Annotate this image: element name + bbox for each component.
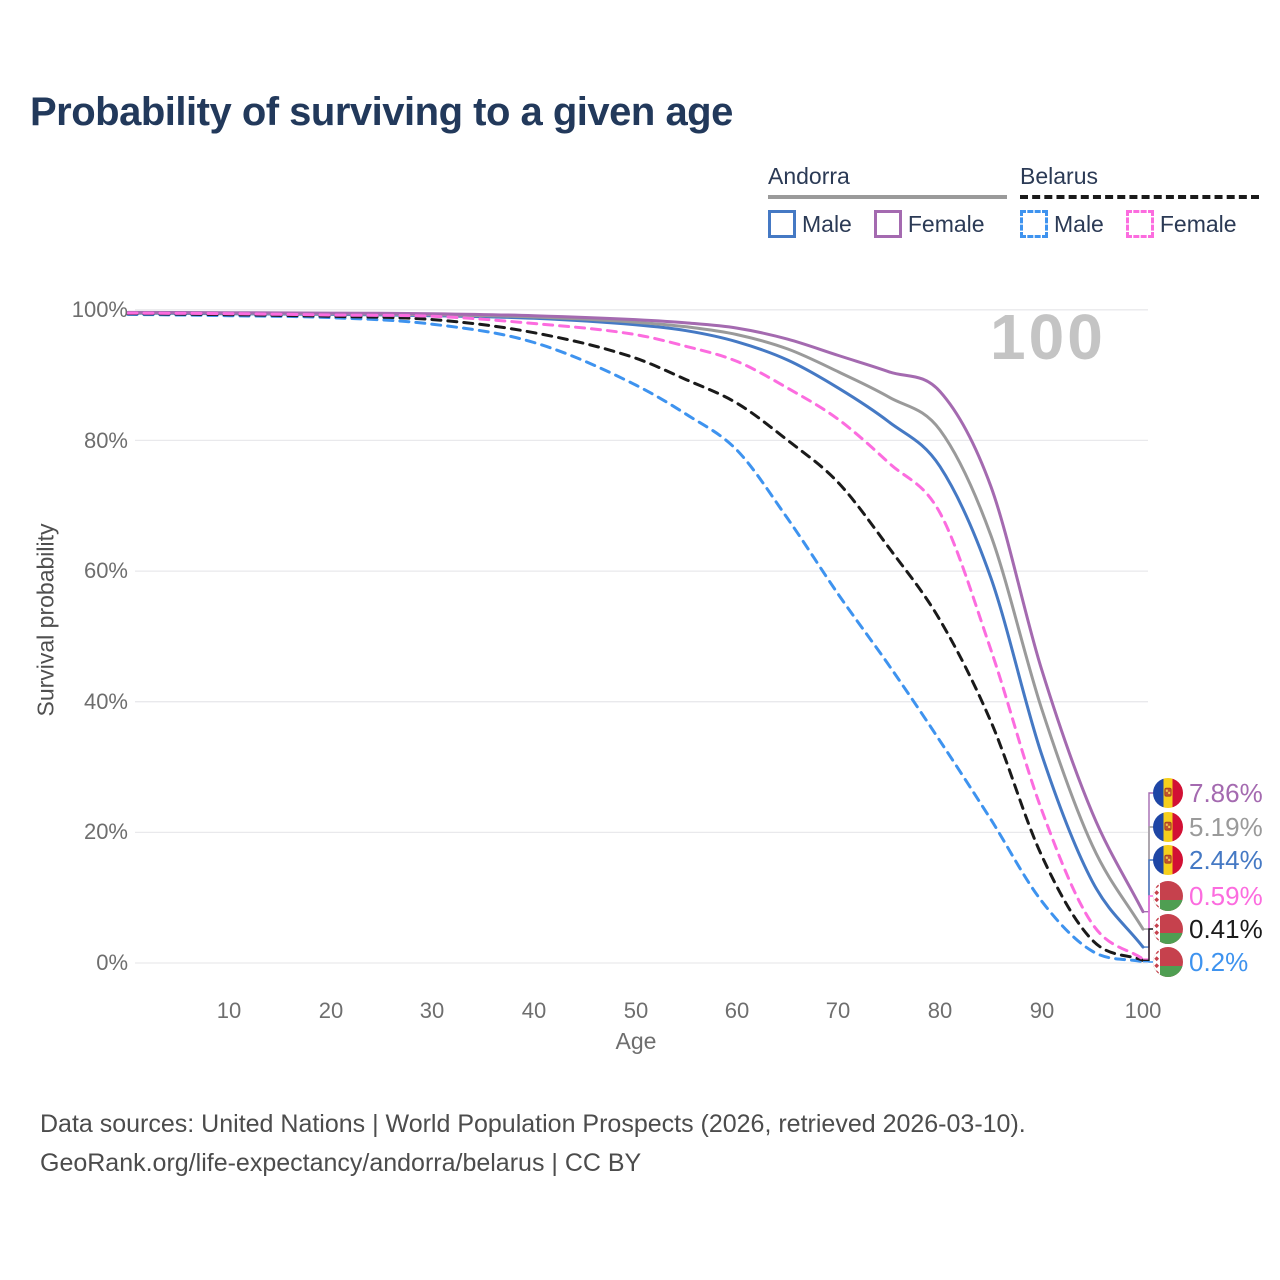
x-axis-tick-label: 100	[1124, 998, 1162, 1023]
series-line-andorra-female	[126, 310, 1145, 914]
legend-item-label: Male	[802, 210, 852, 237]
x-axis-tick-label: 60	[724, 998, 750, 1023]
legend-item-andorra-male[interactable]: Male	[768, 210, 852, 238]
legend-group-andorra: Andorra Male Female	[768, 163, 1007, 238]
data-sources-note: Data sources: United Nations | World Pop…	[40, 1110, 1026, 1138]
survival-chart-plot	[126, 309, 1154, 964]
end-label-value: 7.86%	[1189, 777, 1263, 808]
end-label-row: 7.86%	[1153, 777, 1263, 809]
x-axis-tick-label: 50	[623, 998, 649, 1023]
legend-item-belarus-female[interactable]: Female	[1125, 210, 1237, 238]
end-label-value: 0.59%	[1189, 880, 1263, 911]
end-label-row: 2.44%	[1153, 844, 1263, 876]
x-axis-title: Age	[615, 1028, 657, 1054]
legend-item-andorra-female[interactable]: Female	[873, 210, 985, 238]
end-label-row: 5.19%	[1153, 811, 1263, 843]
end-label-connector	[1143, 895, 1154, 960]
y-axis-tick-label: 80%	[83, 428, 128, 453]
x-axis-tick-label: 40	[521, 998, 547, 1023]
andorra-flag-icon	[1153, 812, 1183, 842]
page-title: Probability of surviving to a given age	[30, 90, 733, 134]
y-axis-tick-label: 40%	[83, 689, 128, 714]
series-line-andorra-both-sexes	[126, 311, 1145, 931]
y-axis-tick-label: 0%	[96, 950, 128, 975]
legend-country-label[interactable]: Andorra	[768, 163, 850, 189]
y-axis-tick-label: 100%	[71, 297, 128, 322]
andorra-flag-icon	[1153, 778, 1183, 808]
end-label-value: 2.44%	[1189, 844, 1263, 875]
x-axis-tick-label: 70	[825, 998, 851, 1023]
legend-swatch-andorra-male	[768, 210, 796, 238]
y-axis-tick-label: 20%	[83, 819, 128, 844]
legend-group-belarus: Belarus Male Female	[1020, 163, 1259, 238]
series-line-belarus-both-sexes	[126, 312, 1145, 962]
belarus-flag-icon	[1153, 914, 1183, 944]
end-label-row: 0.41%	[1153, 913, 1263, 945]
end-label-value: 0.2%	[1189, 946, 1249, 977]
x-axis-tick-label: 20	[318, 998, 344, 1023]
andorra-flag-icon	[1153, 845, 1183, 875]
end-label-value: 0.41%	[1189, 913, 1263, 944]
x-axis-tick-label: 90	[1029, 998, 1055, 1023]
belarus-flag-icon	[1153, 947, 1183, 977]
legend-swatch-belarus-male	[1020, 210, 1048, 238]
x-axis-tick-label: 80	[927, 998, 953, 1023]
end-label-row: 0.2%	[1153, 946, 1248, 978]
legend-item-label: Female	[907, 210, 985, 237]
series-line-andorra-male	[126, 311, 1145, 949]
end-label-value: 5.19%	[1189, 811, 1263, 842]
legend-item-belarus-male[interactable]: Male	[1020, 210, 1104, 238]
legend-swatch-andorra-female	[873, 210, 902, 238]
x-axis-tick-label: 10	[216, 998, 242, 1023]
belarus-flag-icon	[1153, 881, 1183, 911]
y-axis-tick-label: 60%	[83, 558, 128, 583]
legend-item-label: Male	[1054, 210, 1104, 237]
end-label-row: 0.59%	[1153, 880, 1263, 912]
end-label-connector	[1143, 928, 1154, 961]
series-line-belarus-female	[126, 311, 1145, 961]
legend-swatch-belarus-female	[1125, 210, 1154, 238]
legend-country-label[interactable]: Belarus	[1020, 163, 1098, 189]
x-axis-tick-label: 30	[419, 998, 445, 1023]
source-url[interactable]: GeoRank.org/life-expectancy/andorra/bela…	[40, 1149, 642, 1177]
legend-line-swatch-andorra	[768, 195, 1007, 199]
series-line-belarus-male	[126, 312, 1145, 964]
legend-item-label: Female	[1159, 210, 1237, 237]
legend-line-swatch-belarus	[1020, 195, 1259, 199]
